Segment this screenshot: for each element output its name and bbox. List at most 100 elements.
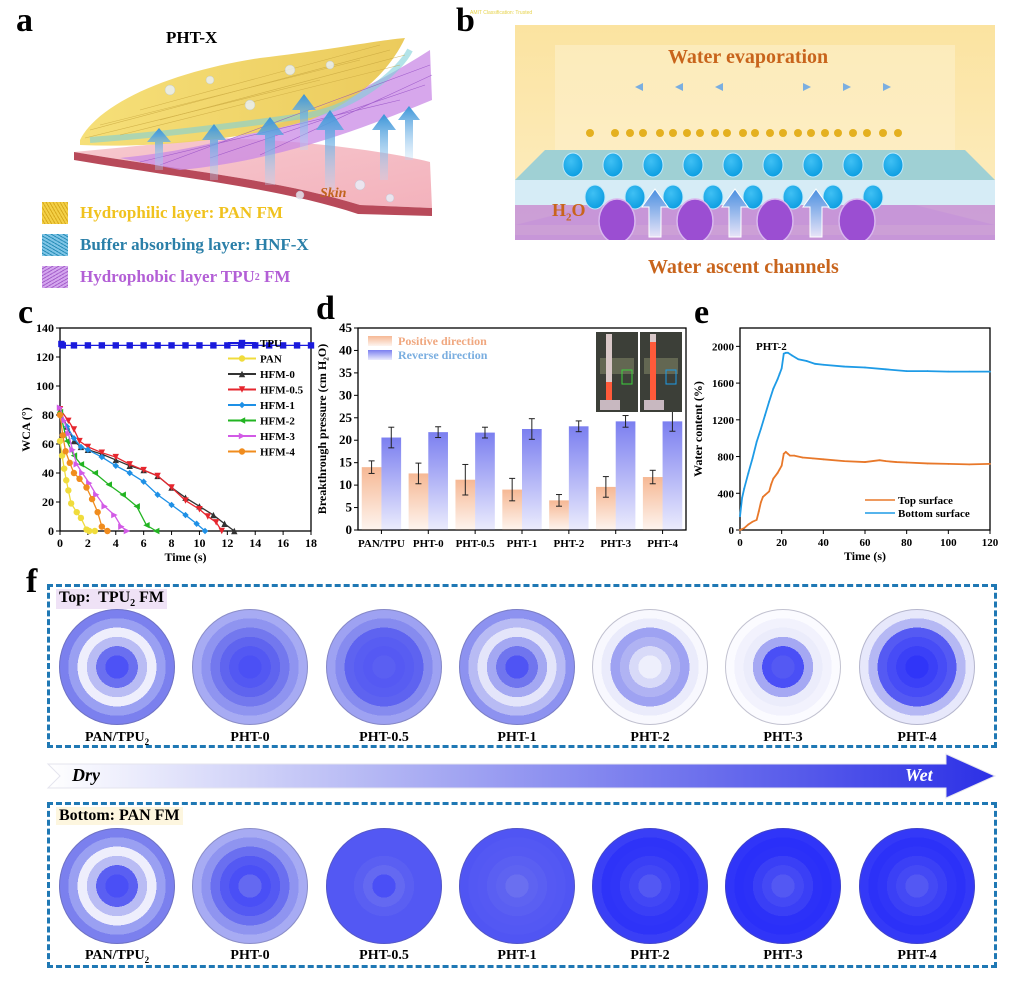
- data-point: [224, 342, 231, 349]
- data-point: [112, 462, 119, 469]
- data-point: [56, 411, 64, 419]
- data-point: [66, 459, 73, 467]
- hydrophobic-layer: [120, 50, 432, 170]
- data-point: [864, 461, 866, 463]
- legend-label: Top surface: [898, 495, 953, 507]
- data-point: [62, 448, 69, 455]
- x-tick-label: 60: [860, 537, 872, 549]
- legend-buffer-label: Buffer absorbing layer: HNF-X: [80, 235, 309, 254]
- y-tick-label: 80: [42, 408, 54, 422]
- x-tick-label: 100: [940, 537, 957, 549]
- data-point: [98, 449, 106, 456]
- data-point: [58, 452, 66, 459]
- data-point: [153, 527, 160, 535]
- data-point: [76, 437, 83, 445]
- top-box-label: Top: TPU2 FM: [56, 589, 168, 610]
- inset-photo: [596, 332, 682, 412]
- series-hfm-1: [56, 411, 209, 535]
- data-point: [84, 446, 92, 453]
- y-tick-label: 25: [339, 410, 353, 425]
- series-line: [59, 441, 95, 532]
- data-point: [76, 475, 83, 482]
- top-sample-label: PHT-0: [185, 730, 315, 747]
- data-point: [98, 342, 106, 349]
- data-point: [70, 469, 78, 477]
- data-point: [747, 523, 750, 526]
- y-tick-label: 120: [36, 350, 54, 364]
- data-point: [751, 457, 754, 460]
- panel-c-letter: c: [18, 294, 34, 331]
- y-tick-label: 0: [729, 525, 735, 537]
- bottom-surface-box: Bottom: PAN FM: [47, 802, 997, 968]
- data-point: [822, 363, 825, 366]
- data-point: [69, 446, 76, 453]
- sample-name: PHT-0: [230, 948, 270, 963]
- data-point: [133, 503, 140, 510]
- y-tick-label: 100: [36, 379, 54, 393]
- legend-label: HFM-4: [260, 447, 295, 459]
- y-tick-label: 2000: [712, 341, 735, 353]
- ascent-arrows: [641, 188, 830, 238]
- bottom-sample-label: PHT-4: [852, 948, 982, 965]
- data-point: [812, 457, 814, 460]
- data-point: [193, 520, 200, 527]
- sample-name: PHT-1: [497, 948, 537, 963]
- x-axis-label: Time (s): [164, 550, 206, 564]
- x-tick-label: 0: [57, 536, 63, 550]
- legend-hydrophobic-suffix: FM: [259, 267, 291, 286]
- data-point: [793, 454, 796, 457]
- x-tick-label: PHT-2: [553, 538, 584, 550]
- legend-hydrophobic: Hydrophobic layer TPU 2 FM: [42, 266, 290, 288]
- x-tick-label: 10: [193, 536, 205, 550]
- skin-label: Skin: [320, 186, 347, 201]
- data-point: [805, 360, 808, 362]
- liquid: [650, 342, 656, 400]
- x-tick-label: 6: [141, 536, 147, 550]
- data-point: [231, 527, 238, 535]
- data-point: [778, 468, 781, 471]
- data-point: [905, 370, 908, 373]
- data-point: [98, 453, 106, 461]
- bar-reverse: [522, 429, 542, 530]
- data-point: [126, 469, 133, 477]
- data-point: [218, 527, 225, 535]
- legend-marker: [238, 401, 246, 409]
- moisture-arrows: [147, 94, 420, 190]
- bar-positive: [642, 477, 663, 530]
- data-point: [747, 472, 750, 474]
- buffer-swatch-icon: [42, 234, 68, 256]
- data-point: [307, 342, 315, 349]
- data-point: [93, 491, 100, 498]
- bar-positive: [502, 489, 522, 530]
- bottom-droplet-pht-0: [192, 828, 308, 944]
- data-point: [843, 365, 846, 368]
- data-point: [878, 459, 881, 462]
- data-point: [968, 463, 971, 466]
- x-tick-label: 8: [169, 536, 175, 550]
- data-point: [111, 511, 118, 519]
- y-tick-label: 5: [346, 500, 353, 515]
- sample-name: PHT-3: [763, 948, 803, 963]
- plot-frame: [59, 327, 312, 532]
- y-tick-label: 40: [42, 466, 54, 480]
- data-point: [764, 414, 766, 417]
- bottom-sample-label: PHT-1: [452, 948, 582, 965]
- data-point: [204, 513, 212, 520]
- data-point: [797, 358, 800, 361]
- data-point: [782, 352, 785, 355]
- series-line: [59, 410, 235, 532]
- data-point: [279, 342, 287, 349]
- data-point: [140, 342, 147, 349]
- data-point: [119, 491, 126, 498]
- top-box-label-text: Top: TPU: [59, 589, 131, 606]
- bar-reverse: [475, 432, 495, 530]
- data-point: [814, 362, 816, 365]
- bottom-droplet-pht-4: [859, 828, 975, 944]
- x-tick-label: PHT-4: [647, 538, 678, 550]
- legend-marker: [238, 339, 246, 347]
- x-tick-label: PHT-1: [507, 538, 538, 550]
- data-point: [787, 452, 789, 455]
- top-sample-label: PAN/TPU2: [52, 730, 182, 747]
- y-tick-label: 30: [339, 387, 352, 402]
- bar-reverse: [615, 421, 636, 530]
